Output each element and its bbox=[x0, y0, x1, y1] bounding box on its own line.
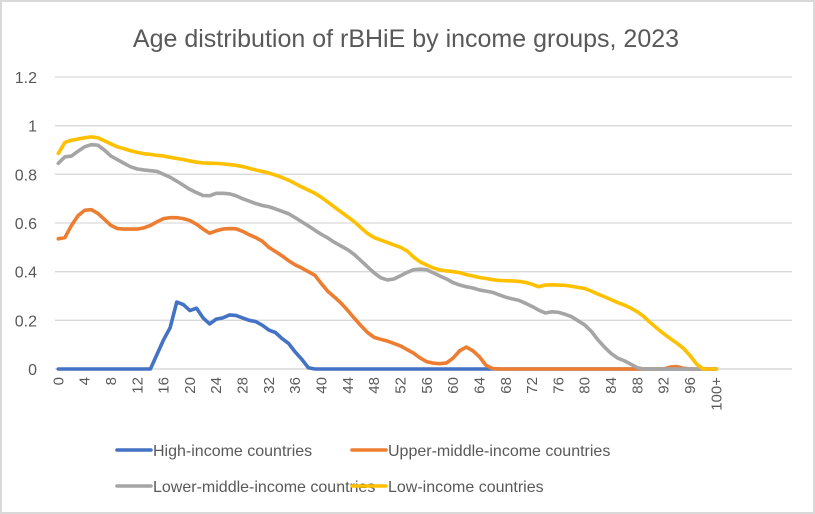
legend-item: High-income countries bbox=[115, 443, 312, 460]
y-axis-ticks: 0 0.2 0.4 0.6 0.8 1 1.2 bbox=[15, 70, 37, 379]
x-tick-label: 4 bbox=[77, 377, 94, 385]
x-tick-label: 76 bbox=[550, 377, 567, 394]
legend-label: Upper-middle-income countries bbox=[388, 443, 610, 460]
legend-label: High-income countries bbox=[153, 443, 312, 460]
x-tick-label: 36 bbox=[287, 377, 304, 394]
x-tick-label: 12 bbox=[129, 377, 146, 394]
y-tick-label: 0.4 bbox=[15, 265, 37, 282]
chart-title: Age distribution of rBHiE by income grou… bbox=[133, 25, 679, 53]
y-tick-label: 1 bbox=[28, 119, 37, 136]
x-axis-ticks: 0 4 8 12 16 20 24 28 32 36 40 44 48 52 56 60 64 68 72 76 80 8… bbox=[50, 377, 725, 411]
x-tick-label: 56 bbox=[419, 377, 436, 394]
series-line-low-income-countries bbox=[56, 135, 719, 371]
x-tick-label: 68 bbox=[498, 377, 515, 394]
x-tick-label: 64 bbox=[471, 377, 488, 394]
x-tick-label: 8 bbox=[103, 377, 120, 385]
y-tick-label: 0.8 bbox=[15, 167, 37, 184]
x-tick-label: 16 bbox=[156, 377, 173, 394]
y-tick-label: 0.2 bbox=[15, 313, 37, 330]
legend-item: Upper-middle-income countries bbox=[350, 443, 610, 460]
y-tick-label: 1.2 bbox=[15, 70, 37, 87]
legend-label: Low-income countries bbox=[388, 479, 544, 496]
x-tick-label: 60 bbox=[445, 377, 462, 394]
series-line-upper-middle-income-countries bbox=[56, 207, 719, 371]
legend: High-income countries Upper-middle-income… bbox=[115, 443, 610, 496]
legend-item: Low-income countries bbox=[350, 479, 544, 496]
x-tick-label: 100+ bbox=[708, 377, 725, 411]
x-tick-label: 28 bbox=[235, 377, 252, 394]
x-tick-label: 80 bbox=[577, 377, 594, 394]
x-tick-label: 96 bbox=[682, 377, 699, 394]
x-tick-label: 48 bbox=[366, 377, 383, 394]
x-tick-label: 52 bbox=[392, 377, 409, 394]
x-tick-label: 84 bbox=[603, 377, 620, 394]
x-tick-label: 72 bbox=[524, 377, 541, 394]
y-tick-label: 0 bbox=[28, 362, 37, 379]
x-tick-label: 92 bbox=[656, 377, 673, 394]
x-tick-label: 32 bbox=[261, 377, 278, 394]
series-lines bbox=[56, 135, 719, 371]
gridlines bbox=[55, 76, 792, 321]
x-tick-label: 40 bbox=[314, 377, 331, 394]
x-tick-label: 88 bbox=[629, 377, 646, 394]
x-tick-label: 24 bbox=[208, 377, 225, 394]
series-line-lower-middle-income-countries bbox=[56, 142, 719, 371]
x-tick-label: 44 bbox=[340, 377, 357, 394]
y-tick-label: 0.6 bbox=[15, 216, 37, 233]
legend-label: Lower-middle-income countries bbox=[153, 479, 375, 496]
legend-item: Lower-middle-income countries bbox=[115, 479, 375, 496]
x-tick-label: 20 bbox=[182, 377, 199, 394]
x-tick-label: 0 bbox=[50, 377, 67, 385]
